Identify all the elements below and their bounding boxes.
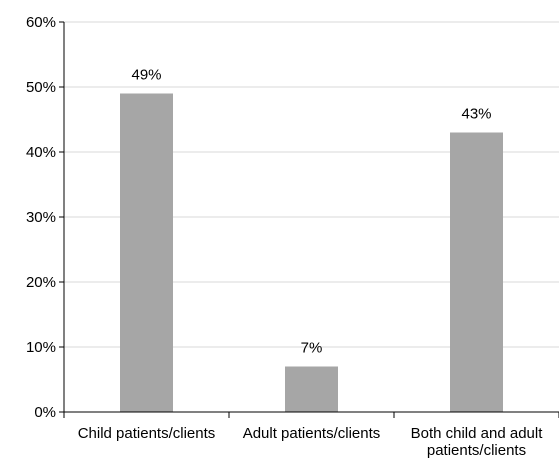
data-label: 49% [131,67,161,84]
y-tick-label: 20% [26,274,56,291]
x-category-label-line: Child patients/clients [78,425,216,442]
y-tick-labels: 0% 10% 20% 30% 40% 50% 60% [26,14,56,421]
y-tick-label: 60% [26,14,56,31]
x-category-label-line: patients/clients [427,442,526,459]
x-category-label: Child patients/clients [78,425,216,442]
data-labels: 49% 7% 43% [131,67,491,357]
axes [59,21,559,418]
y-tick-label: 10% [26,339,56,356]
data-label: 7% [301,340,323,357]
bars [120,93,503,412]
data-label: 43% [461,106,491,123]
y-tick-label: 50% [26,79,56,96]
bar [285,366,338,412]
x-category-labels: Child patients/clients Adult patients/cli… [78,425,544,459]
x-category-label-line: Both child and adult [411,425,544,442]
y-tick-label: 30% [26,209,56,226]
x-category-label: Adult patients/clients [243,425,381,442]
y-tick-label: 0% [34,404,56,421]
y-tick-label: 40% [26,144,56,161]
bar [450,132,503,412]
x-category-label: Both child and adult patients/clients [411,425,544,459]
x-category-label-line: Adult patients/clients [243,425,381,442]
bar [120,93,173,412]
